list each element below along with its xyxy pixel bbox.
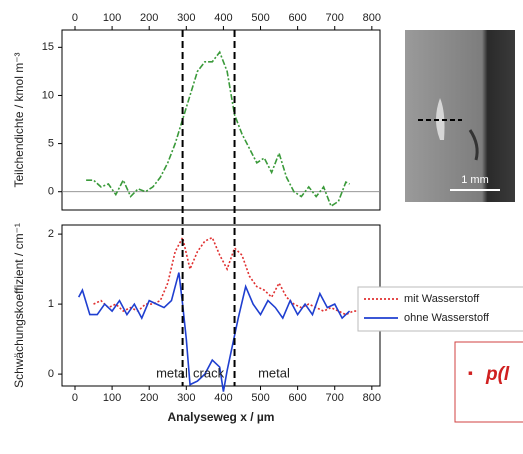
x-tick-label: 0 (72, 392, 78, 404)
x-tick-label: 200 (140, 392, 158, 404)
data-line (77, 272, 351, 392)
callout-bullet: ▪ (468, 365, 473, 381)
region-label: crack (193, 365, 225, 380)
x-tick-label: 300 (177, 392, 195, 404)
y-tick-label: 5 (48, 137, 54, 149)
y-tick-label: 10 (42, 89, 54, 101)
x-tick-label: 0 (72, 12, 78, 24)
y-tick-label: 0 (48, 186, 54, 198)
x-tick-label: 700 (326, 12, 344, 24)
legend-label: mit Wasserstoff (404, 293, 480, 305)
x-tick-label: 500 (251, 12, 269, 24)
x-axis-label: Analyseweg x / µm (168, 410, 275, 424)
y-tick-label: 2 (48, 228, 54, 240)
y-tick-label: 1 (48, 298, 54, 310)
micrograph-image (405, 30, 515, 202)
x-tick-label: 300 (177, 12, 195, 24)
y-axis-label: Teilchendichte / kmol m⁻³ (12, 52, 26, 187)
x-tick-label: 100 (103, 392, 121, 404)
x-tick-label: 100 (103, 12, 121, 24)
callout: ▪ p(l (454, 341, 523, 423)
region-label: metal (258, 365, 290, 380)
legend-box (357, 286, 523, 332)
scale-label: 1 mm (461, 174, 489, 186)
x-tick-label: 700 (326, 392, 344, 404)
x-tick-label: 400 (214, 12, 232, 24)
callout-text: p(l (485, 364, 510, 385)
y-axis-label: Schwächungskoeffizient / cm⁻¹ (12, 223, 26, 388)
y-tick-label: 15 (42, 41, 54, 53)
region-label: metal (156, 365, 188, 380)
x-tick-label: 400 (214, 392, 232, 404)
y-tick-label: 0 (48, 368, 54, 380)
legend-label: ohne Wasserstoff (404, 312, 490, 324)
x-tick-label: 600 (288, 392, 306, 404)
crack-feature (436, 98, 445, 140)
x-tick-label: 500 (251, 392, 269, 404)
x-tick-label: 200 (140, 12, 158, 24)
data-line (86, 50, 350, 208)
callout-box (454, 341, 523, 423)
x-tick-label: 800 (363, 392, 381, 404)
micrograph: 1 mm (405, 30, 515, 202)
legend: mit Wasserstoff ohne Wasserstoff (357, 286, 523, 332)
crack-feature (468, 129, 479, 161)
data-line (93, 235, 361, 316)
plot-frame (61, 29, 381, 211)
x-tick-label: 800 (363, 12, 381, 24)
x-tick-label: 600 (288, 12, 306, 24)
